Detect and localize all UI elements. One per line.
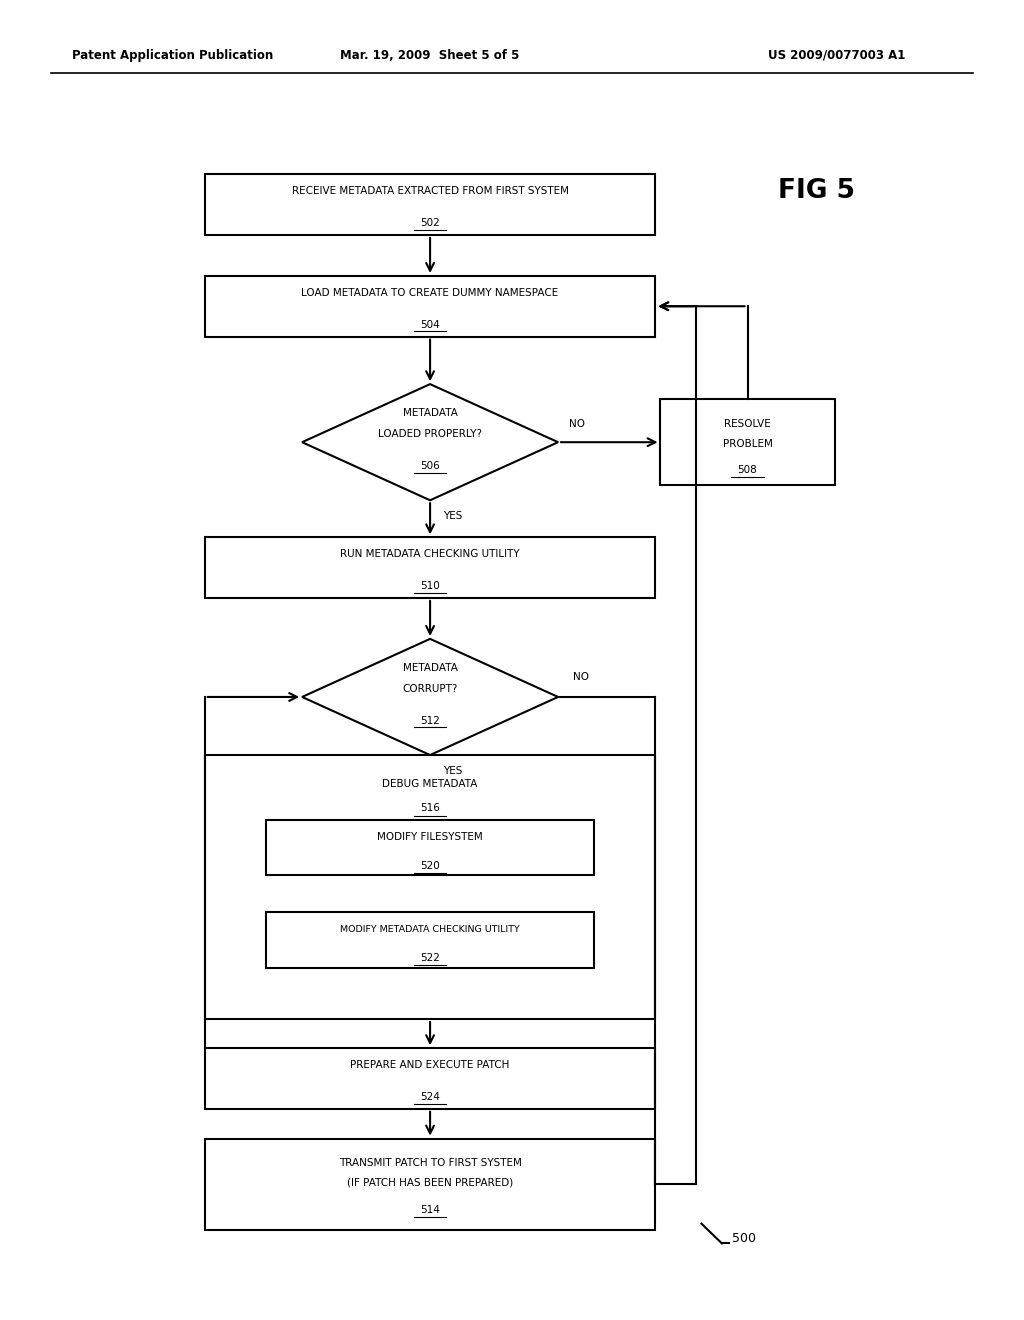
- Polygon shape: [302, 639, 558, 755]
- Text: 504: 504: [420, 319, 440, 330]
- Text: 514: 514: [420, 1205, 440, 1216]
- Bar: [205, 1138, 655, 1230]
- Text: PROBLEM: PROBLEM: [723, 438, 772, 449]
- Text: CORRUPT?: CORRUPT?: [402, 684, 458, 694]
- Bar: [266, 912, 594, 968]
- Bar: [205, 755, 655, 1019]
- Text: FIG 5: FIG 5: [778, 178, 855, 205]
- Text: (IF PATCH HAS BEEN PREPARED): (IF PATCH HAS BEEN PREPARED): [347, 1177, 513, 1188]
- Text: RESOLVE: RESOLVE: [724, 418, 771, 429]
- Text: Mar. 19, 2009  Sheet 5 of 5: Mar. 19, 2009 Sheet 5 of 5: [340, 49, 520, 62]
- Text: LOADED PROPERLY?: LOADED PROPERLY?: [378, 429, 482, 440]
- Text: RUN METADATA CHECKING UTILITY: RUN METADATA CHECKING UTILITY: [340, 549, 520, 560]
- Text: RECEIVE METADATA EXTRACTED FROM FIRST SYSTEM: RECEIVE METADATA EXTRACTED FROM FIRST SY…: [292, 186, 568, 197]
- Bar: [205, 174, 655, 235]
- Text: 502: 502: [420, 218, 440, 228]
- Text: 520: 520: [420, 861, 440, 871]
- Text: NO: NO: [572, 672, 589, 682]
- Bar: [205, 537, 655, 598]
- Text: 516: 516: [420, 803, 440, 813]
- Text: METADATA: METADATA: [402, 408, 458, 418]
- Text: US 2009/0077003 A1: US 2009/0077003 A1: [768, 49, 905, 62]
- Bar: [266, 820, 594, 875]
- Bar: [205, 276, 655, 337]
- Text: YES: YES: [443, 511, 462, 521]
- Text: TRANSMIT PATCH TO FIRST SYSTEM: TRANSMIT PATCH TO FIRST SYSTEM: [339, 1158, 521, 1168]
- Text: NO: NO: [568, 418, 585, 429]
- Text: 500: 500: [732, 1232, 756, 1245]
- Text: DEBUG METADATA: DEBUG METADATA: [382, 779, 478, 789]
- Text: 524: 524: [420, 1092, 440, 1102]
- Text: 512: 512: [420, 715, 440, 726]
- Text: 510: 510: [420, 581, 440, 591]
- Text: 506: 506: [420, 461, 440, 471]
- Bar: [660, 399, 835, 484]
- Text: 508: 508: [737, 465, 758, 475]
- Text: Patent Application Publication: Patent Application Publication: [72, 49, 273, 62]
- Text: YES: YES: [443, 766, 462, 776]
- Text: 522: 522: [420, 953, 440, 964]
- Text: MODIFY METADATA CHECKING UTILITY: MODIFY METADATA CHECKING UTILITY: [340, 925, 520, 933]
- Text: METADATA: METADATA: [402, 663, 458, 673]
- Text: MODIFY FILESYSTEM: MODIFY FILESYSTEM: [377, 832, 483, 842]
- Text: LOAD METADATA TO CREATE DUMMY NAMESPACE: LOAD METADATA TO CREATE DUMMY NAMESPACE: [301, 288, 559, 298]
- Text: PREPARE AND EXECUTE PATCH: PREPARE AND EXECUTE PATCH: [350, 1060, 510, 1071]
- Polygon shape: [302, 384, 558, 500]
- Bar: [205, 1048, 655, 1109]
